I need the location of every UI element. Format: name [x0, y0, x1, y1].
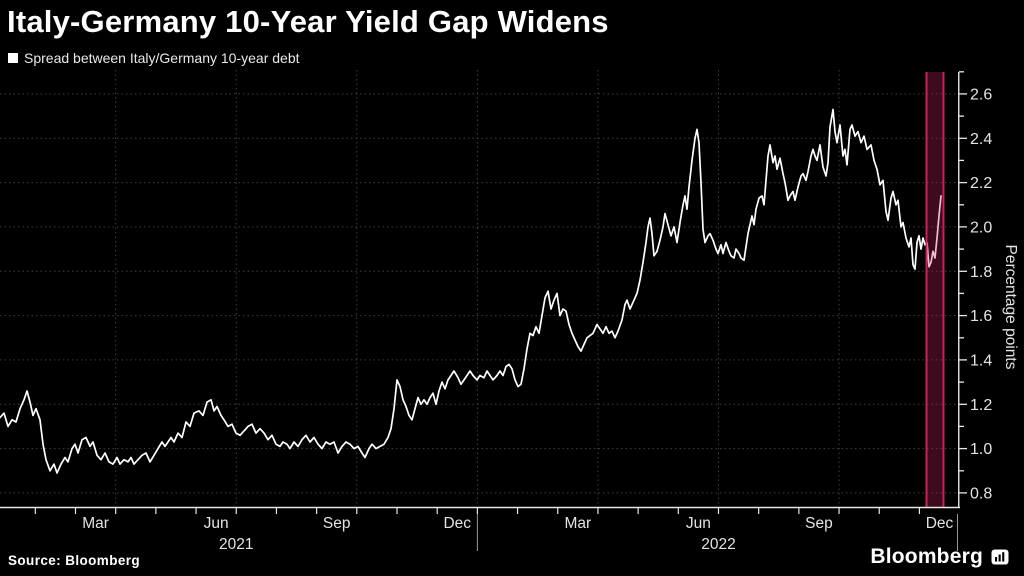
- y-tick-label: 1.4: [970, 352, 992, 369]
- x-month-label: Dec: [443, 515, 471, 532]
- spread-line-chart: 0.8 1.0 1.2 1.4 1.6 1.8 2.0 2.2 2.4 2.6 Percentage…: [0, 70, 1019, 553]
- y-tick-label: 1.2: [970, 397, 992, 414]
- spread-line: [0, 108, 942, 474]
- page-title: Italy-Germany 10-Year Yield Gap Widens: [7, 4, 609, 39]
- legend-marker-icon: [8, 53, 18, 63]
- legend-label: Spread between Italy/Germany 10-year deb…: [24, 50, 300, 66]
- x-month-label: Dec: [926, 515, 954, 532]
- x-month-label: Jun: [204, 515, 229, 532]
- y-tick-label: 1.8: [970, 264, 992, 281]
- x-month-label: Mar: [564, 515, 591, 532]
- y-tick-label: 2.6: [970, 86, 992, 103]
- y-axis: 0.8 1.0 1.2 1.4 1.6 1.8 2.0 2.2 2.4 2.6 Percentage…: [958, 71, 1019, 508]
- y-tick-label: 1.0: [970, 441, 992, 458]
- x-year-label: 2022: [701, 536, 735, 553]
- y-tick-label: 2.2: [970, 175, 992, 192]
- x-month-label: Sep: [323, 515, 351, 532]
- bloomberg-logo-icon: [991, 549, 1009, 565]
- x-axis: Mar Jun Sep Dec Mar Jun Sep Dec 2021 2022: [0, 506, 960, 553]
- gridlines: [0, 70, 958, 507]
- x-month-label: Jun: [686, 515, 711, 532]
- x-month-label: Mar: [82, 515, 109, 532]
- y-tick-label: 0.8: [970, 485, 992, 502]
- highlight-band: [925, 72, 945, 507]
- source-note: Source: Bloomberg: [8, 553, 141, 568]
- y-axis-title: Percentage points: [1002, 245, 1019, 370]
- x-month-label: Sep: [805, 515, 833, 532]
- x-year-label: 2021: [219, 536, 253, 553]
- y-tick-label: 1.6: [970, 308, 992, 325]
- legend: Spread between Italy/Germany 10-year deb…: [8, 50, 300, 66]
- bloomberg-wordmark: Bloomberg: [870, 545, 983, 568]
- bloomberg-logo: Bloomberg: [870, 545, 1009, 569]
- y-tick-label: 2.4: [970, 131, 992, 148]
- y-tick-label: 2.0: [970, 219, 992, 236]
